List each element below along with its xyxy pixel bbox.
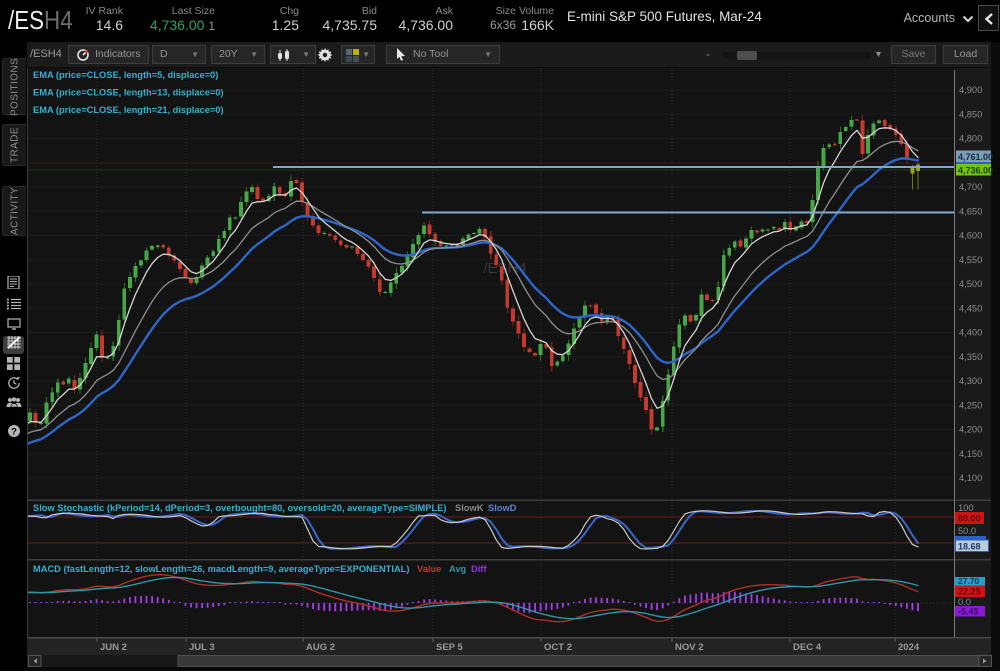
svg-text:OCT 2: OCT 2 (544, 642, 572, 653)
svg-text:Avg: Avg (449, 564, 467, 574)
svg-text:DEC 4: DEC 4 (793, 642, 822, 653)
svg-text:4,200: 4,200 (959, 425, 982, 435)
svg-text:-5.45: -5.45 (958, 607, 979, 617)
svg-text:?: ? (11, 426, 17, 437)
svg-text:Diff: Diff (471, 564, 487, 574)
svg-text:MACD (fastLength=12, slowLengt: MACD (fastLength=12, slowLength=26, macd… (33, 564, 409, 574)
svg-text:4,736.00: 4,736.00 (958, 165, 993, 175)
svg-text:4,550: 4,550 (959, 255, 982, 265)
svg-text:EMA (price=CLOSE, length=21, d: EMA (price=CLOSE, length=21, displace=0) (33, 105, 224, 115)
svg-text:4,850: 4,850 (959, 110, 982, 120)
svg-text:80.00: 80.00 (958, 514, 981, 524)
svg-text:18.68: 18.68 (958, 542, 981, 552)
svg-text:4,900: 4,900 (959, 85, 982, 95)
svg-text:2024: 2024 (898, 642, 920, 653)
svg-text:4,100: 4,100 (959, 473, 982, 483)
svg-text:Value: Value (417, 564, 441, 574)
svg-text:0.0: 0.0 (958, 597, 971, 607)
svg-text:4,500: 4,500 (959, 279, 982, 289)
svg-text:4,250: 4,250 (959, 400, 982, 410)
svg-text:SlowD: SlowD (488, 503, 517, 513)
svg-text:NOV 2: NOV 2 (675, 642, 704, 653)
svg-text:SEP 5: SEP 5 (436, 642, 463, 653)
svg-text:AUG 2: AUG 2 (306, 642, 335, 653)
svg-text:EMA (price=CLOSE, length=13, d: EMA (price=CLOSE, length=13, displace=0) (33, 88, 224, 98)
svg-text:SlowK: SlowK (455, 503, 484, 513)
svg-text:4,150: 4,150 (959, 449, 982, 459)
svg-text:4,450: 4,450 (959, 303, 982, 313)
svg-text:JUL 3: JUL 3 (189, 642, 215, 653)
svg-text:22.25: 22.25 (958, 587, 981, 597)
svg-text:4,600: 4,600 (959, 231, 982, 241)
svg-text:4,350: 4,350 (959, 352, 982, 362)
svg-text:100: 100 (958, 503, 974, 513)
svg-text:4,800: 4,800 (959, 134, 982, 144)
svg-text:EMA (price=CLOSE, length=5, di: EMA (price=CLOSE, length=5, displace=0) (33, 70, 218, 80)
svg-text:4,650: 4,650 (959, 206, 982, 216)
svg-text:4,300: 4,300 (959, 376, 982, 386)
svg-text:4,761.00: 4,761.00 (958, 152, 993, 162)
svg-text:50.0: 50.0 (958, 526, 976, 536)
svg-text:4,400: 4,400 (959, 328, 982, 338)
svg-text:27.70: 27.70 (958, 576, 980, 586)
svg-text:JUN 2: JUN 2 (100, 642, 127, 653)
svg-text:Slow Stochastic (kPeriod=14, d: Slow Stochastic (kPeriod=14, dPeriod=3, … (33, 503, 446, 513)
svg-text:4,700: 4,700 (959, 182, 982, 192)
